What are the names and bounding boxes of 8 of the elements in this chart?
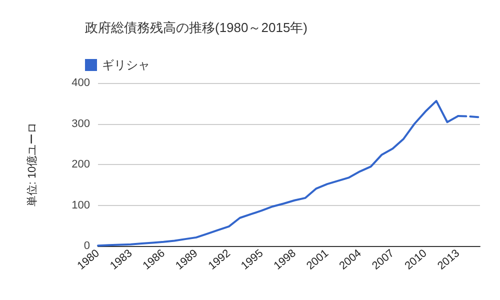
y-tick-label: 400 xyxy=(72,77,90,89)
y-axis-title: 単位: 10億ユーロ xyxy=(26,122,38,207)
y-tick-label: 200 xyxy=(72,158,90,170)
legend-label: ギリシャ xyxy=(102,58,150,72)
y-tick-label: 0 xyxy=(84,240,90,252)
y-tick-label: 300 xyxy=(72,118,90,130)
y-tick-label: 100 xyxy=(72,199,90,212)
chart-title: 政府総債務残高の推移(1980～2015年) xyxy=(85,20,308,35)
